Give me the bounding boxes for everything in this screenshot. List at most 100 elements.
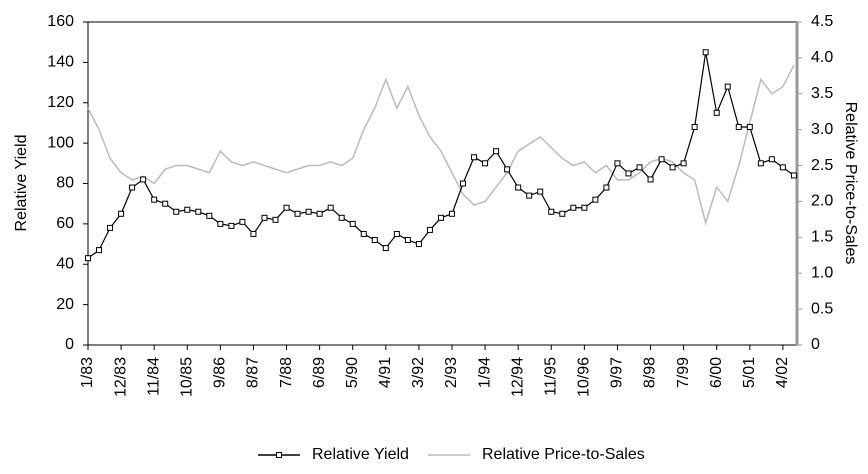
point-marker [173,208,180,215]
point-marker [493,148,500,155]
y2-axis-title: Relative Price-to-Sales [842,102,859,265]
point-marker [294,210,301,217]
y2-tick-label: 3.0 [811,121,833,138]
point-marker [206,212,213,219]
point-marker [151,196,158,203]
legend-marker [276,452,282,458]
point-marker [426,226,433,233]
y2-tick-label: 2.5 [811,157,833,174]
x-tick-label: 10/96 [576,357,593,397]
point-marker [360,230,367,237]
legend-label: Relative Yield [312,446,409,463]
y-tick-label: 20 [56,296,74,313]
point-marker [526,192,533,199]
point-marker [371,237,378,244]
point-marker [779,164,786,171]
y-tick-label: 140 [47,54,74,71]
y2-tick-label: 1.0 [811,264,833,281]
series-line [87,64,795,226]
point-marker [118,210,125,217]
point-marker [669,164,676,171]
point-marker [393,230,400,237]
point-marker [316,210,323,217]
point-marker [437,214,444,221]
point-marker [724,83,731,90]
series-line [87,52,795,259]
point-marker [107,224,114,231]
point-marker [691,123,698,130]
x-tick-label: 5/01 [741,357,758,388]
point-marker [140,176,147,183]
x-tick-label: 11/95 [542,357,559,396]
point-marker [327,204,334,211]
y-axis-title: Relative Yield [13,135,30,232]
x-tick-label: 4/02 [774,357,791,388]
y2-tick-label: 4.5 [811,13,833,30]
y-tick-label: 120 [47,94,74,111]
y2-tick-label: 0 [811,336,820,353]
point-marker [515,184,522,191]
point-marker [261,214,268,221]
point-marker [735,123,742,130]
x-tick-label: 8/98 [642,357,659,388]
y2-tick-label: 0.5 [811,300,833,317]
x-tick-label: 6/00 [708,357,725,388]
point-marker [283,204,290,211]
point-marker [713,109,720,116]
x-tick-label: 11/84 [145,357,162,396]
y2-tick-label: 4.0 [811,49,833,66]
legend-label: Relative Price-to-Sales [482,446,645,463]
x-tick-label: 7/99 [675,357,692,388]
x-tick-label: 9/97 [609,357,626,388]
point-marker [349,220,356,227]
point-marker [85,255,91,262]
x-tick-label: 7/88 [278,357,295,388]
point-marker [338,214,345,221]
x-tick-label: 12/83 [112,357,129,397]
x-tick-label: 12/94 [509,357,526,397]
point-marker [382,245,389,252]
point-marker [96,247,103,254]
x-tick-label: 5/90 [344,357,361,388]
point-marker [250,230,257,237]
y-tick-label: 60 [56,215,74,232]
x-tick-label: 2/93 [443,357,460,388]
point-marker [305,208,312,215]
x-tick-label: 9/86 [212,357,229,388]
point-marker [702,49,709,56]
point-marker [404,237,411,244]
x-tick-label: 6/89 [311,357,328,388]
x-tick-label: 1/94 [476,357,493,388]
y-tick-label: 80 [56,175,74,192]
y-tick-label: 0 [65,336,74,353]
point-marker [757,160,764,167]
point-marker [614,160,621,167]
x-tick-label: 3/92 [410,357,427,388]
point-marker [272,216,279,223]
x-tick-label: 1/83 [79,357,96,388]
point-marker [228,222,235,229]
point-marker [746,123,753,130]
point-marker [482,160,489,167]
point-marker [603,184,610,191]
point-marker [448,210,455,217]
x-tick-label: 4/91 [377,357,394,388]
point-marker [460,180,467,187]
point-marker [570,204,577,211]
y-tick-label: 100 [47,134,74,151]
point-marker [195,208,202,215]
point-marker [162,200,169,207]
point-marker [548,208,555,215]
point-marker [559,210,566,217]
point-marker [504,166,511,173]
y-tick-label: 160 [47,13,74,30]
point-marker [636,164,643,171]
point-marker [680,160,687,167]
x-tick-label: 8/87 [245,357,262,388]
point-marker [471,154,478,161]
point-marker [592,196,599,203]
y2-tick-label: 2.0 [811,193,833,210]
point-marker [790,172,797,179]
point-marker [537,188,544,195]
